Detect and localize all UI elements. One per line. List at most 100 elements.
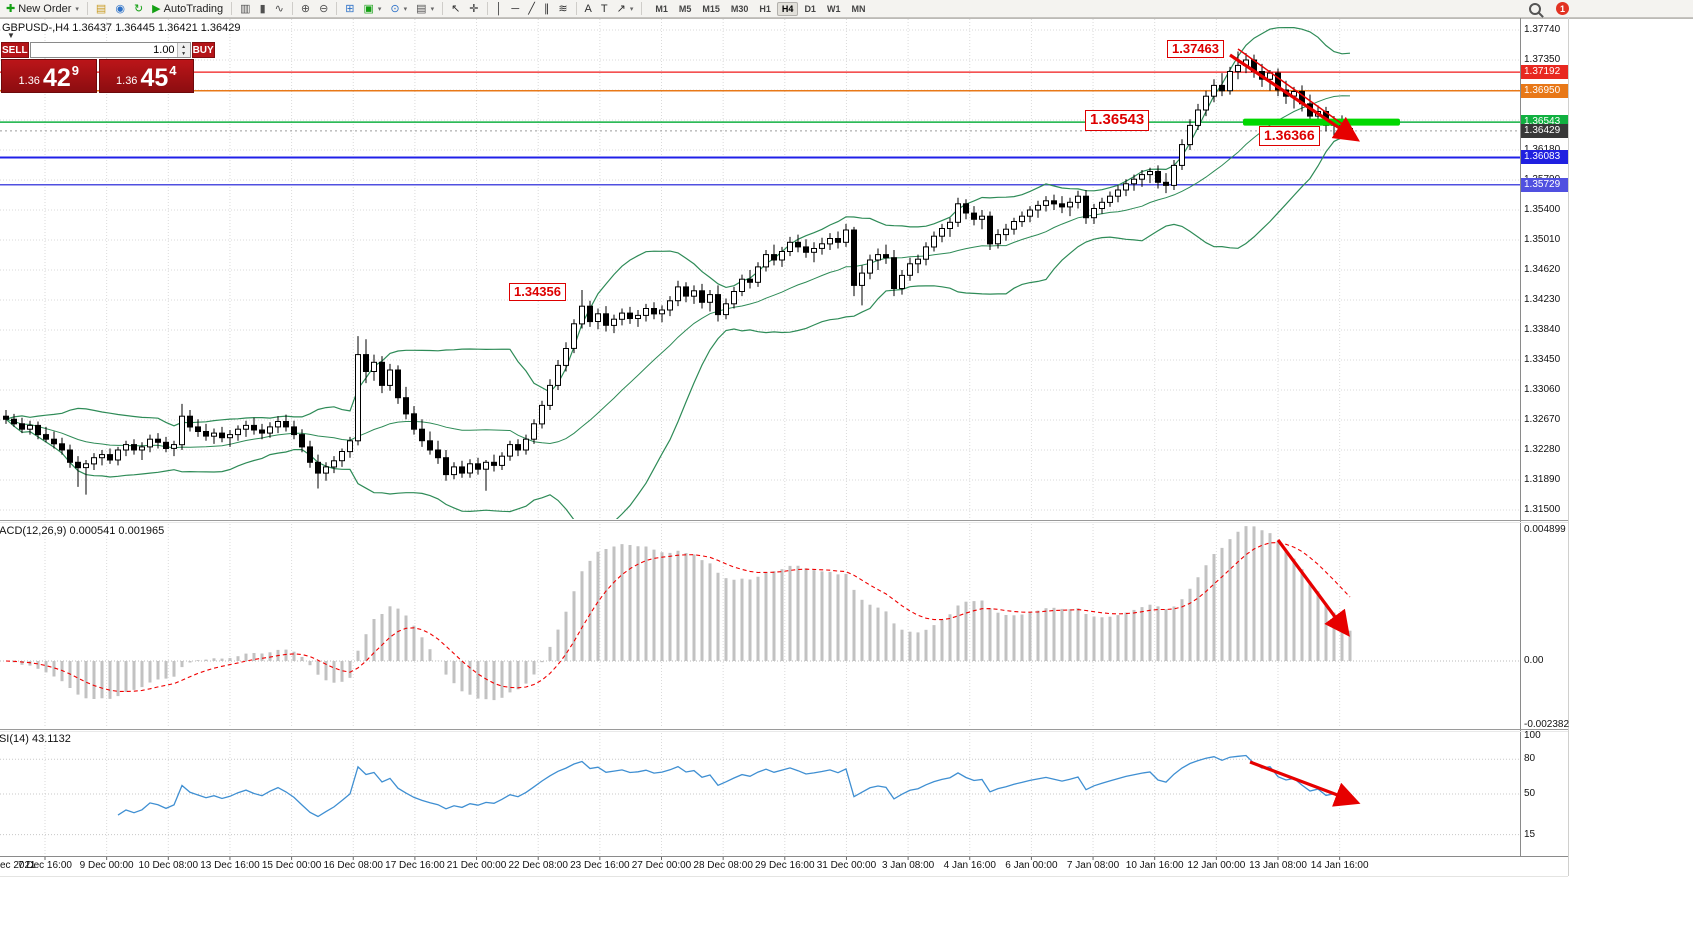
vertical-line-icon: │: [495, 2, 503, 15]
time-axis-label: 29 Dec 16:00: [755, 860, 815, 871]
horizontal-line-button[interactable]: ─: [507, 0, 523, 18]
timeframe-d1[interactable]: D1: [804, 3, 816, 14]
price-axis-label: 1.31890: [1524, 474, 1561, 485]
cycles-button[interactable]: ⊙ ▾: [386, 0, 411, 18]
vertical-line-button[interactable]: │: [492, 0, 507, 18]
profiles-button[interactable]: ◉: [111, 0, 129, 18]
time-axis-label: 17 Dec 16:00: [385, 860, 445, 871]
price-axis-label: 1.35010: [1524, 234, 1561, 245]
trend-arrow-rsi: [1249, 760, 1361, 807]
text-label-button[interactable]: T: [597, 0, 612, 18]
search-button[interactable]: [1525, 0, 1545, 18]
price-axis-label: 1.33060: [1524, 384, 1561, 395]
candlestick-chart-icon: ▮: [259, 2, 266, 15]
ohlc-readout: GBPUSD-,H4 1.36437 1.36445 1.36421 1.364…: [2, 22, 241, 34]
text-button[interactable]: A: [581, 0, 596, 18]
candlestick-chart-button[interactable]: ▮: [256, 0, 270, 18]
toolbar: ✚ New Order ▾ ▤ ◉ ↻ ▶ AutoTrading ▥ ▮ ∿ ⊕ ⊖ ⊞ ▣ ▾ ⊙ ▾ ▤ ▾ ↖ ✛…: [0, 0, 1693, 18]
bollinger-upper-band: [5, 27, 1351, 427]
timeframe-m15[interactable]: M15: [702, 3, 720, 14]
zoom-in-button[interactable]: ⊕: [297, 0, 314, 18]
tile-windows-button[interactable]: ⊞: [341, 0, 358, 18]
bar-chart-button[interactable]: ▥: [236, 0, 254, 18]
arrows-button[interactable]: ↗ ▾: [613, 0, 638, 18]
cursor-icon: ↖: [451, 2, 461, 15]
sell-price-sup: 9: [71, 63, 79, 78]
time-axis-label: 13 Jan 08:00: [1249, 860, 1307, 871]
time-axis-label: 10 Jan 16:00: [1125, 860, 1184, 871]
autotrading-button[interactable]: ▶ AutoTrading: [148, 0, 227, 18]
price-axis-badge: 1.35729: [1521, 177, 1568, 192]
rsi-indicator-label: RSI(14) 43.1132: [0, 733, 71, 745]
sell-price-big: 42: [42, 64, 71, 92]
autotrading-button-label: AutoTrading: [163, 2, 224, 15]
templates-button[interactable]: ▤ ▾: [412, 0, 438, 18]
timeframe-w1[interactable]: W1: [826, 3, 841, 14]
bar-chart-icon: ▥: [240, 2, 251, 15]
new-order-button-label: New Order: [18, 2, 72, 15]
volume-decrease-button[interactable]: ▼: [177, 50, 190, 57]
price-axis-label: 1.34620: [1524, 264, 1561, 275]
auto-scroll-button[interactable]: ▣ ▾: [360, 0, 386, 18]
trendline-button[interactable]: ╱: [524, 0, 539, 18]
volume-input[interactable]: [30, 43, 177, 57]
timeframe-h4[interactable]: H4: [776, 1, 799, 16]
volume-box: ▲ ▼: [29, 42, 191, 58]
time-axis-label: 22 Dec 08:00: [508, 860, 568, 871]
crosshair-button[interactable]: ✛: [465, 0, 482, 18]
new-order-icon: ✚: [6, 2, 16, 15]
charts-panel-button[interactable]: ▤: [92, 0, 110, 18]
zoom-out-button[interactable]: ⊖: [315, 0, 332, 18]
price-annotation: 1.36366: [1259, 126, 1320, 146]
macd-signal-line: [5, 542, 1351, 693]
buy-price-big: 45: [140, 64, 169, 92]
refresh-button[interactable]: ↻: [130, 0, 147, 18]
macd-histogram: [12, 526, 1352, 701]
time-axis-label: 21 Dec 00:00: [446, 860, 507, 871]
price-annotation: 1.34356: [509, 283, 566, 302]
time-axis-label: 7 Dec 16:00: [18, 860, 72, 871]
fibonacci-button[interactable]: ≋: [554, 0, 571, 18]
cursor-button[interactable]: ↖: [447, 0, 464, 18]
sell-price-button[interactable]: 1.36 42 9: [1, 59, 97, 93]
dropdown-caret-icon: ▾: [403, 5, 408, 13]
timeframe-m30[interactable]: M30: [730, 3, 749, 14]
buy-price-button[interactable]: 1.36 45 4: [98, 59, 194, 93]
channel-button[interactable]: ∥: [540, 0, 554, 18]
time-axis-label: 10 Dec 08:00: [138, 860, 199, 871]
price-axis-badge: 1.36429: [1521, 123, 1568, 138]
dropdown-caret-icon: ▾: [75, 5, 79, 13]
dropdown-caret-icon: ▾: [430, 5, 435, 13]
macd-axis-label: -0.002382: [1524, 718, 1570, 730]
timeframe-mn[interactable]: MN: [851, 3, 866, 14]
price-annotation: 1.37463: [1167, 40, 1224, 59]
time-axis-label: 9 Dec 00:00: [79, 860, 134, 871]
zoom-in-icon: ⊕: [300, 2, 311, 15]
timeframe-m1[interactable]: M1: [655, 3, 668, 14]
volume-increase-button[interactable]: ▲: [177, 43, 190, 50]
time-axis-label: 23 Dec 16:00: [570, 860, 630, 871]
timeframe-h1[interactable]: H1: [759, 3, 771, 14]
buy-price-sup: 4: [169, 63, 177, 78]
price-axis-label: 1.33450: [1524, 354, 1561, 365]
notification-badge[interactable]: 1: [1556, 2, 1569, 15]
toolbar-left-group: ✚ New Order ▾ ▤ ◉ ↻ ▶ AutoTrading ▥ ▮ ∿ ⊕ ⊖ ⊞ ▣ ▾ ⊙ ▾ ▤ ▾ ↖ ✛…: [2, 0, 645, 18]
one-click-collapse-arrow[interactable]: ▼: [7, 31, 15, 40]
charts-panel-icon: ▤: [95, 2, 107, 15]
time-axis-label: 6 Jan 00:00: [1005, 860, 1058, 871]
horizontal-line-icon: ─: [511, 2, 520, 15]
timeframe-m5[interactable]: M5: [678, 3, 692, 14]
toolbar-separator: [291, 2, 293, 15]
buy-button[interactable]: BUY: [191, 42, 215, 58]
fibonacci-icon: ≋: [558, 2, 568, 15]
toolbar-separator: [575, 2, 577, 15]
line-chart-button[interactable]: ∿: [271, 0, 288, 18]
one-click-top-row: SELL ▲ ▼ BUY: [1, 42, 215, 58]
sell-button[interactable]: SELL: [1, 42, 29, 58]
buy-price-prefix: 1.36: [116, 75, 138, 87]
price-axis-label: 1.34230: [1524, 294, 1561, 305]
new-order-button[interactable]: ✚ New Order ▾: [2, 0, 83, 18]
toolbar-separator: [486, 2, 488, 15]
